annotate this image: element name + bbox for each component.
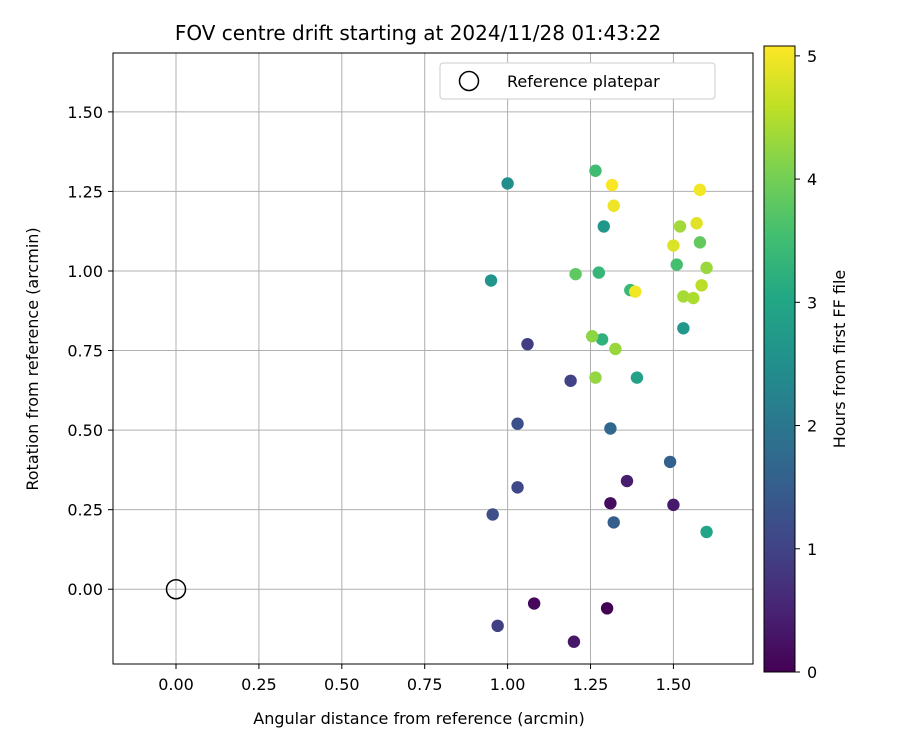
- data-point: [687, 291, 700, 305]
- y-axis-label: Rotation from reference (arcmin): [23, 227, 42, 490]
- data-point: [491, 619, 504, 633]
- colorbar-tick-label: 4: [807, 170, 817, 189]
- y-tick-label: 0.00: [67, 580, 103, 599]
- data-point: [569, 267, 582, 281]
- data-point: [521, 337, 534, 351]
- data-point: [700, 261, 713, 275]
- data-point: [484, 274, 498, 287]
- legend-marker: [458, 70, 480, 92]
- data-point: [527, 597, 541, 610]
- x-tick-label: 0.25: [241, 675, 277, 694]
- data-point: [511, 417, 524, 430]
- y-tick-label: 0.75: [67, 342, 103, 361]
- data-point: [511, 481, 524, 494]
- y-tick-label: 0.25: [67, 501, 103, 520]
- colorbar-gradient: [763, 45, 796, 673]
- data-point: [589, 371, 602, 384]
- colorbar-tick-label: 2: [807, 417, 817, 436]
- data-point: [695, 279, 708, 292]
- x-tick-label: 0.75: [407, 675, 443, 694]
- data-point: [607, 516, 620, 529]
- data-point: [630, 371, 644, 384]
- y-axis-ticks: 0.00 0.25 0.50 0.75 1.00 1.25 1.50: [67, 103, 113, 599]
- data-point: [605, 178, 619, 192]
- y-tick-label: 1.50: [67, 103, 103, 122]
- colorbar-label: Hours from first FF file: [830, 270, 849, 449]
- data-point: [667, 239, 680, 252]
- data-point: [693, 236, 707, 249]
- data-point: [589, 164, 602, 177]
- x-axis-label: Angular distance from reference (arcmin): [253, 709, 584, 728]
- data-point: [604, 422, 617, 435]
- data-point: [486, 508, 499, 521]
- data-point: [663, 455, 677, 469]
- y-tick-label: 0.50: [67, 421, 103, 440]
- chart-title: FOV centre drift starting at 2024/11/28 …: [175, 21, 661, 45]
- colorbar-tick-label: 1: [807, 540, 817, 559]
- y-tick-label: 1.00: [67, 262, 103, 281]
- x-tick-label: 0.00: [158, 675, 194, 694]
- x-tick-label: 1.00: [490, 675, 526, 694]
- data-point: [620, 474, 634, 488]
- data-point: [700, 525, 713, 539]
- data-point: [677, 290, 690, 303]
- data-point: [693, 183, 707, 197]
- x-tick-label: 0.50: [324, 675, 360, 694]
- data-point: [501, 177, 514, 190]
- data-point: [564, 374, 577, 387]
- reference-point: [165, 578, 187, 600]
- data-point: [592, 266, 606, 279]
- data-point: [585, 330, 599, 343]
- x-tick-label: 1.50: [656, 675, 692, 694]
- data-point: [607, 199, 620, 212]
- plot-frame: [112, 52, 754, 665]
- legend-box: [439, 62, 716, 100]
- legend-entry-reference: Reference platepar: [507, 72, 660, 91]
- data-point: [670, 258, 683, 271]
- data-point: [597, 220, 610, 233]
- data-points: [484, 164, 713, 648]
- data-point: [629, 285, 642, 298]
- data-point: [604, 497, 617, 510]
- data-point: [595, 333, 609, 346]
- data-point: [673, 220, 687, 233]
- colorbar-tick-label: 0: [807, 663, 817, 682]
- y-tick-label: 1.25: [67, 182, 103, 201]
- colorbar-tick-label: 3: [807, 293, 817, 312]
- data-point: [609, 342, 622, 356]
- x-axis-ticks: 0.00 0.25 0.50 0.75 1.00 1.25 1.50: [158, 664, 691, 694]
- grid: [113, 53, 753, 664]
- colorbar: 0 1 2 3 4 5 Hours from first FF file: [763, 45, 849, 682]
- data-point: [677, 322, 690, 335]
- colorbar-ticks: 0 1 2 3 4 5: [795, 47, 817, 682]
- x-tick-label: 1.25: [573, 675, 609, 694]
- data-point: [690, 217, 703, 230]
- data-point: [600, 602, 614, 615]
- data-point: [567, 635, 581, 648]
- data-point: [667, 498, 680, 512]
- legend: Reference platepar: [439, 62, 716, 100]
- colorbar-tick-label: 5: [807, 47, 817, 66]
